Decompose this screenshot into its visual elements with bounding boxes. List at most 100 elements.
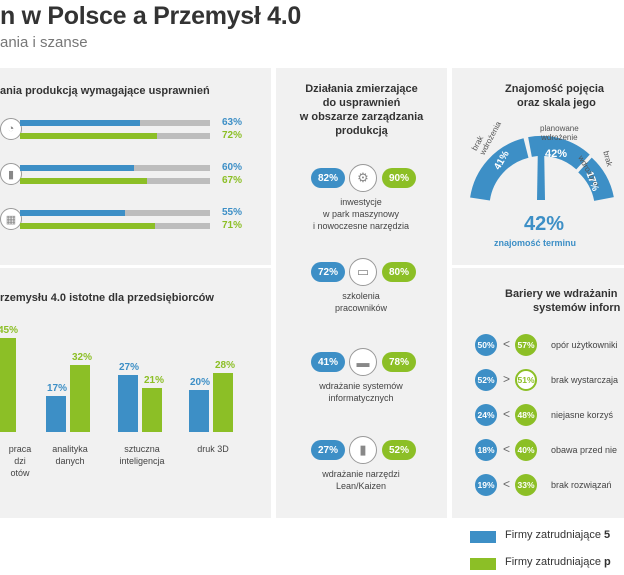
action-desc-line: wdrażanie systemów — [319, 381, 403, 391]
gauge-icon: ◔ — [0, 118, 22, 140]
improvement-value-blue: 55% — [222, 207, 243, 218]
barrier-label: opór użytkowniki — [551, 340, 618, 350]
action-desc: szkolenia pracowników — [286, 290, 436, 314]
action-value-blue: 27% — [311, 440, 345, 460]
barrier-value-green: 51% — [515, 369, 537, 391]
tech-label-line: dzi — [14, 456, 26, 466]
gauge-value-planned: 42% — [545, 148, 568, 160]
technologies-title: rzemysłu 4.0 istotne dla przedsiębiorców — [0, 292, 214, 304]
action-value-green: 80% — [382, 262, 416, 282]
tech-label-line: inteligencja — [119, 456, 165, 466]
barrier-value-blue: 19% — [475, 474, 497, 496]
action-desc-line: wdrażanie narzędzi — [322, 469, 400, 479]
gauge-segment-not-implemented — [470, 138, 529, 201]
tech-label: analityka danych — [38, 443, 102, 467]
tech-value-green: 32% — [71, 351, 92, 363]
barrier-label: niejasne korzyś — [551, 410, 614, 420]
barrier-compare-sign: < — [503, 337, 511, 351]
barrier-label: obawa przed nie — [551, 445, 618, 455]
action-desc: wdrażanie narzędzi Lean/Kaizen — [286, 468, 436, 492]
improvement-bar-green — [20, 178, 148, 184]
calendar-icon: ▦ — [0, 208, 22, 230]
gauge-label-planned: planowane wdrożenie — [540, 124, 579, 142]
tech-label-line: danych — [55, 456, 85, 466]
improvement-bar-green — [20, 133, 157, 139]
legend-green-swatch — [470, 558, 496, 570]
action-desc: wdrażanie systemów informatycznych — [286, 380, 436, 404]
tech-bar-green — [70, 364, 90, 432]
improvement-value-green: 67% — [222, 175, 243, 186]
barrier-value-green: 33% — [515, 474, 537, 496]
barrier-value-green: 57% — [515, 334, 537, 356]
barriers-title: Bariery we wdrażanin systemów inforn — [505, 288, 621, 314]
tech-bar-blue — [46, 396, 66, 432]
action-desc-line: inwestycje — [340, 197, 382, 207]
tech-label-line: druk 3D — [197, 444, 229, 454]
gauge-main-value: 42% — [524, 213, 565, 235]
gauge-needle — [537, 142, 545, 200]
tech-label: sztuczna inteligencja — [110, 443, 174, 467]
tech-value-blue: 17% — [46, 383, 67, 395]
tech-bar-blue — [189, 390, 209, 432]
barrier-value-green: 40% — [515, 439, 537, 461]
action-value-blue: 41% — [311, 352, 345, 372]
action-value-green: 52% — [382, 440, 416, 460]
barrier-value-blue: 24% — [475, 404, 497, 426]
tech-label: praca dzi otów — [0, 443, 52, 479]
tech-value-blue: 27% — [118, 362, 139, 374]
gears-icon: ⚙ — [349, 164, 377, 192]
improvement-bar-blue — [20, 165, 134, 171]
improvement-value-blue: 60% — [222, 162, 243, 173]
tech-value-green: 45% — [0, 324, 18, 336]
awareness-gauge — [470, 135, 614, 202]
tech-label: druk 3D — [181, 443, 245, 455]
tech-value-green: 21% — [143, 374, 164, 386]
barrier-value-green: 48% — [515, 404, 537, 426]
action-value-blue: 82% — [311, 168, 345, 188]
improvement-value-green: 72% — [222, 130, 243, 141]
bar-chart-icon: ▮ — [349, 436, 377, 464]
action-desc-line: szkolenia — [342, 291, 380, 301]
barrier-compare-sign: < — [503, 442, 511, 456]
tech-bar-green — [0, 337, 16, 432]
tech-label-line: otów — [10, 468, 30, 478]
action-desc-line: Lean/Kaizen — [335, 481, 387, 491]
tech-bar-blue — [118, 375, 138, 432]
tech-value-green: 28% — [214, 360, 235, 372]
action-desc-line: informatycznych — [328, 393, 394, 403]
improvement-value-blue: 63% — [222, 117, 243, 128]
tech-label-line: sztuczna — [124, 444, 160, 454]
barrier-compare-sign: < — [503, 407, 511, 421]
legend-blue-swatch — [470, 531, 496, 543]
book-icon: ▭ — [349, 258, 377, 286]
legend-green-label: Firmy zatrudniające p — [505, 556, 611, 568]
improvement-bar-blue — [20, 120, 140, 126]
action-desc: inwestycje w park maszynowy i nowoczesne n… — [286, 196, 436, 232]
barrier-compare-sign: > — [503, 372, 511, 386]
gauge-caption: znajomość terminu — [494, 238, 577, 248]
awareness-title: Znajomość pojęcia oraz skala jego — [505, 83, 605, 109]
barrier-value-blue: 52% — [475, 369, 497, 391]
barrier-compare-sign: < — [503, 477, 511, 491]
barrier-label: brak wystarczaja — [551, 375, 619, 385]
page-subtitle: ania i szanse — [0, 34, 88, 51]
improvement-bar-blue — [20, 210, 125, 216]
page-title: n w Polsce a Przemysł 4.0 — [0, 2, 301, 30]
tech-bar-green — [213, 373, 233, 432]
barrier-label: brak rozwiązań — [551, 480, 612, 490]
laptop-icon: ▬ — [349, 348, 377, 376]
action-value-green: 78% — [382, 352, 416, 372]
improvement-bar-green — [20, 223, 155, 229]
action-desc-line: i nowoczesne narzędzia — [312, 221, 410, 231]
barrier-value-blue: 18% — [475, 439, 497, 461]
action-value-green: 90% — [382, 168, 416, 188]
action-desc-line: w park maszynowy — [322, 209, 400, 219]
action-value-blue: 72% — [311, 262, 345, 282]
improvement-value-green: 71% — [222, 220, 243, 231]
legend-blue-label: Firmy zatrudniające 5 — [505, 529, 611, 541]
gauge-segment-implemented — [577, 157, 614, 202]
tech-label-line: analityka — [52, 444, 88, 454]
action-desc-line: pracowników — [334, 303, 388, 313]
tech-bar-green — [142, 387, 162, 432]
tech-label-line: praca — [8, 444, 32, 454]
